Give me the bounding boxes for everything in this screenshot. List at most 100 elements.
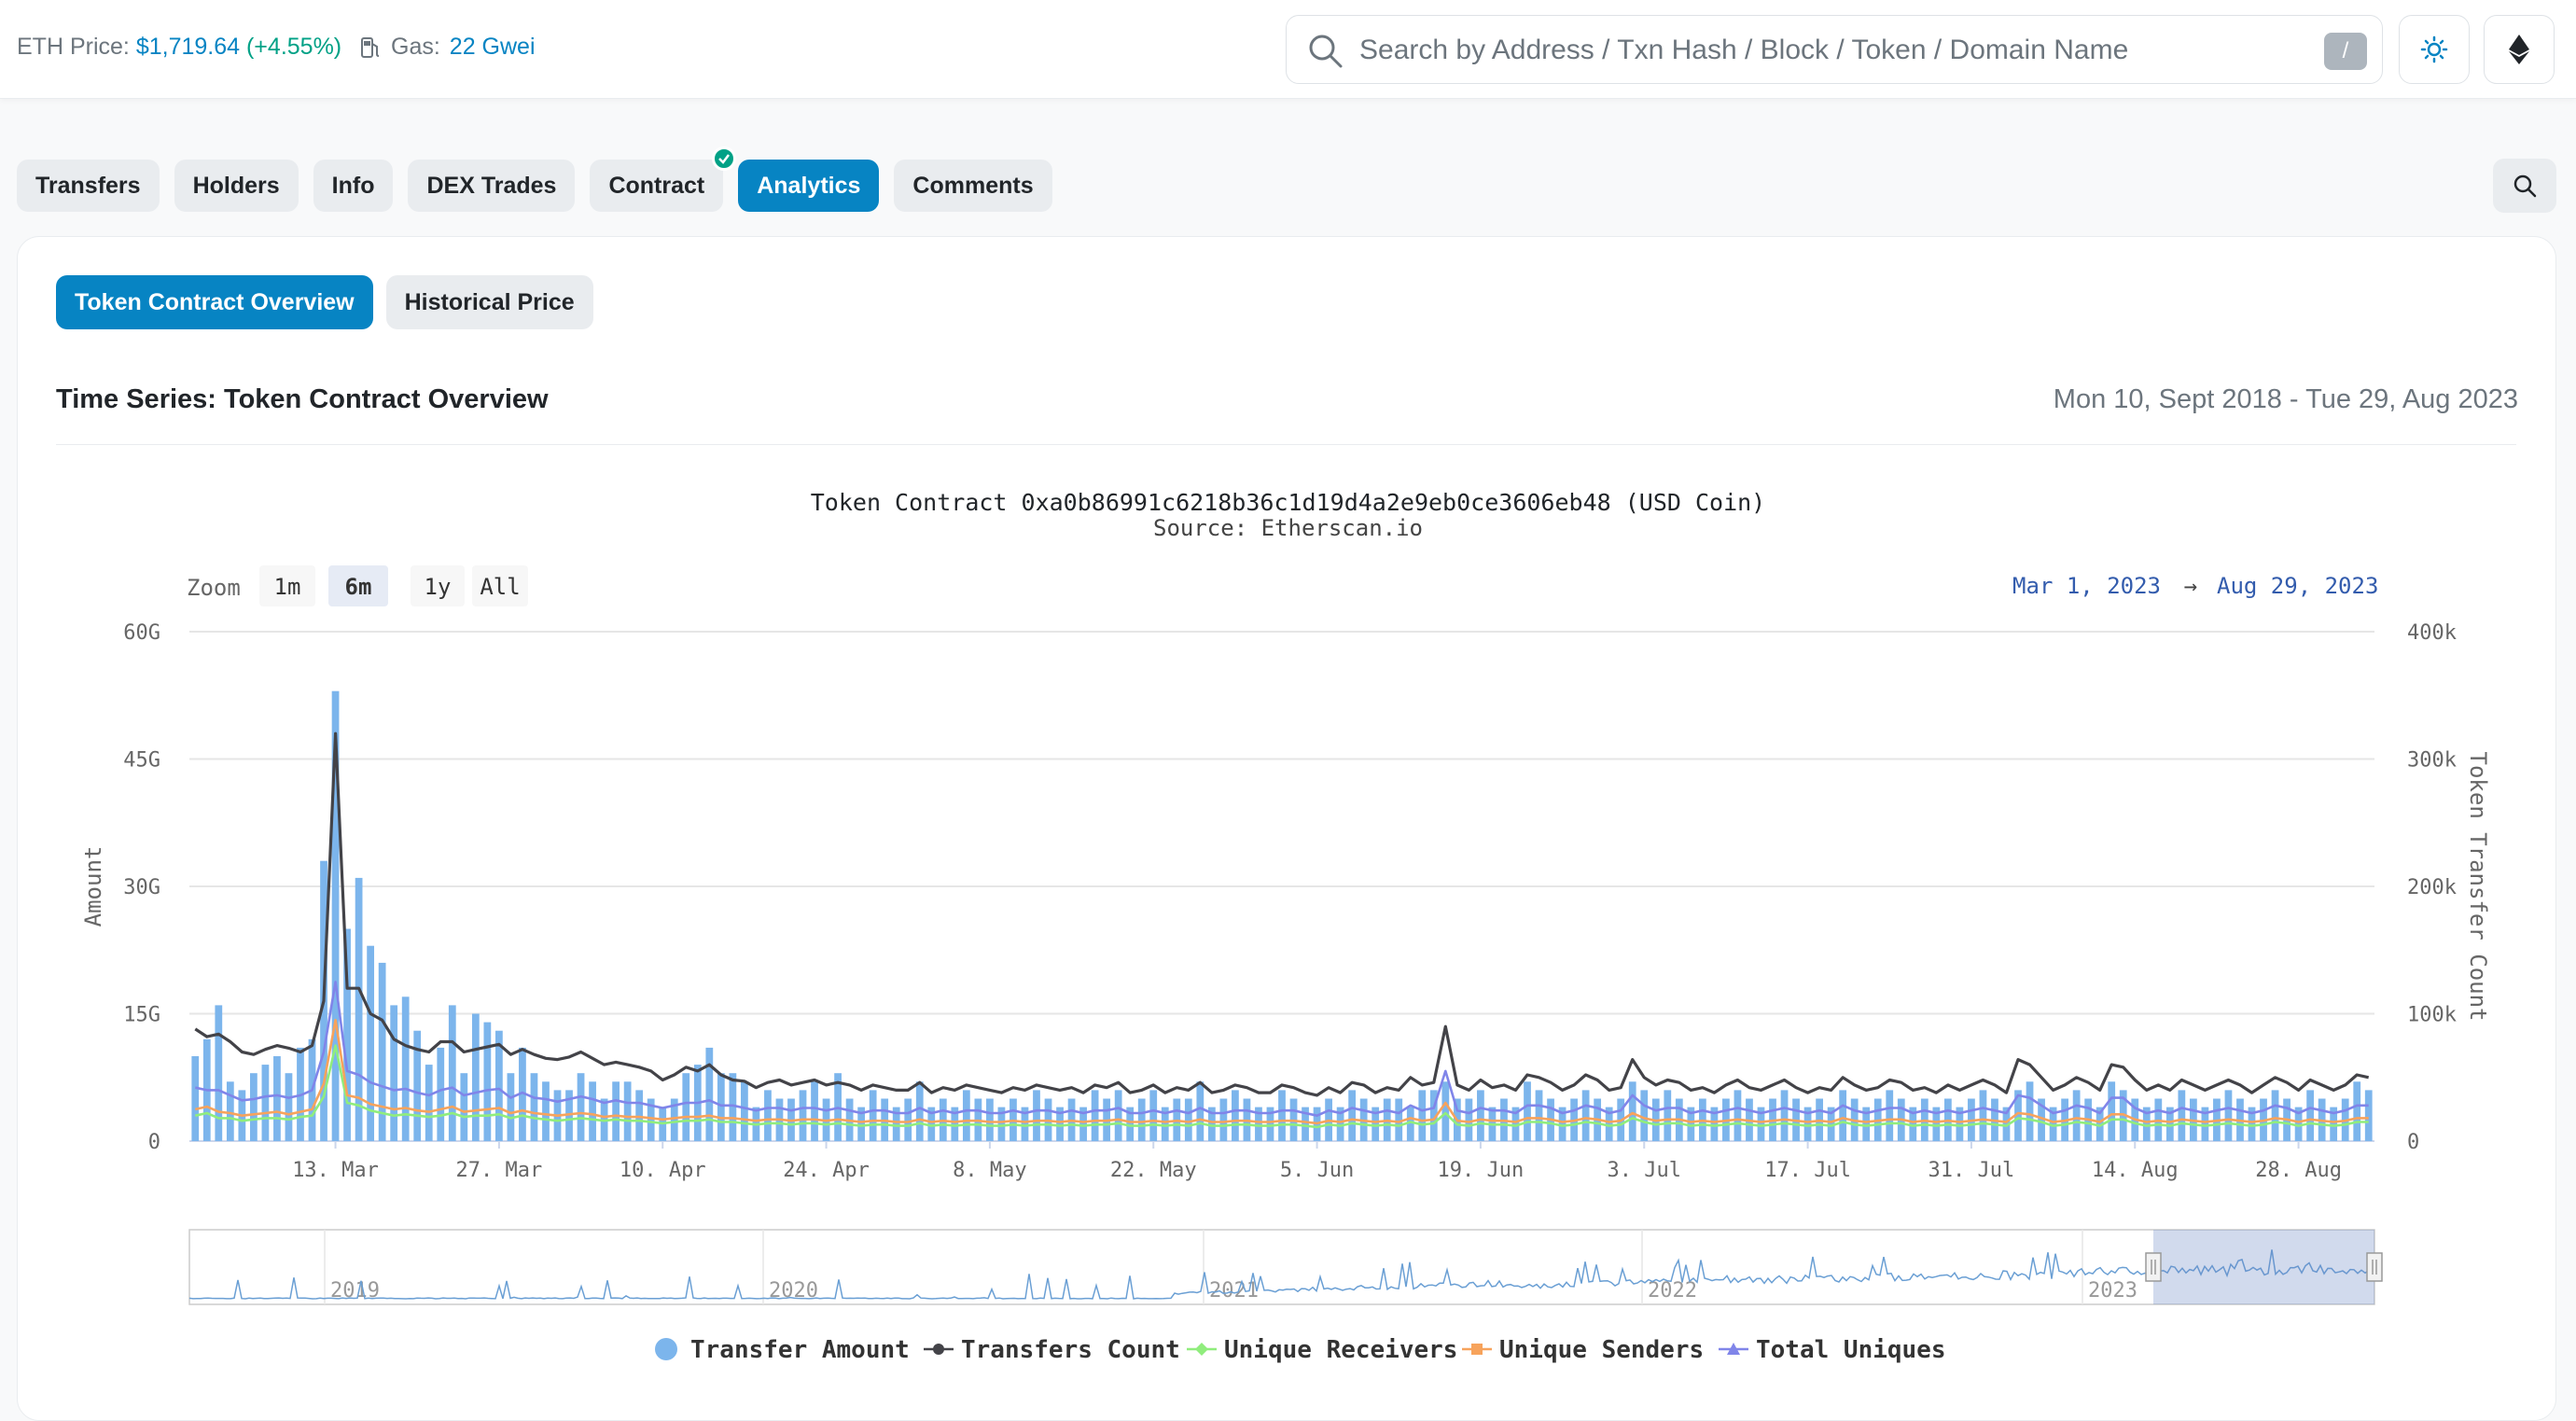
x-tick-label: 5. Jun	[1280, 1159, 1354, 1182]
navigator-selection[interactable]	[2153, 1230, 2374, 1304]
range-to-input[interactable]: Aug 29, 2023	[2217, 573, 2378, 599]
transfer-amount-bar	[2049, 1107, 2057, 1141]
tab-contract[interactable]: Contract	[590, 146, 737, 212]
transfer-amount-bar	[1033, 1090, 1040, 1141]
transfer-amount-bar	[495, 1030, 503, 1141]
transfer-amount-bar	[1406, 1107, 1414, 1141]
y-right-tick-label: 400k	[2407, 621, 2457, 645]
gas-value[interactable]: 22 Gwei	[449, 34, 536, 60]
eth-price: ETH Price: $1,719.64 (+4.55%)	[17, 34, 341, 61]
transfer-amount-bar	[2224, 1090, 2233, 1141]
transfer-amount-bar	[1465, 1098, 1473, 1141]
series-line-total-uniques	[195, 981, 2369, 1117]
verified-check-icon	[712, 146, 737, 171]
x-tick-label: 24. Apr	[783, 1159, 870, 1182]
transfer-amount-bar	[612, 1081, 620, 1141]
transfer-amount-bar	[1348, 1090, 1357, 1141]
legend-item-unique-receivers[interactable]: Unique Receivers	[1224, 1336, 1457, 1364]
tab-search-button[interactable]	[2493, 159, 2556, 213]
transfer-amount-bar	[1219, 1098, 1228, 1141]
transfer-amount-bar	[915, 1081, 924, 1141]
network-button[interactable]	[2484, 15, 2555, 84]
tab-comments[interactable]: Comments	[894, 160, 1052, 212]
transfer-amount-bar	[799, 1090, 807, 1141]
transfer-amount-bar	[2002, 1107, 2011, 1141]
tab-holders[interactable]: Holders	[174, 160, 299, 212]
transfer-amount-bar	[635, 1090, 644, 1141]
transfer-amount-bar	[367, 945, 375, 1141]
transfer-amount-bar	[542, 1081, 550, 1141]
token-tabs: Transfers Holders Info DEX Trades Contra…	[17, 146, 1052, 212]
x-tick-label: 10. Apr	[620, 1159, 706, 1182]
navigator-right-handle[interactable]	[2366, 1252, 2383, 1282]
transfer-amount-bar	[927, 1107, 936, 1141]
transfer-amount-bar	[390, 1005, 398, 1141]
transfer-amount-bar	[1780, 1090, 1789, 1141]
transfer-amount-bar	[1827, 1107, 1835, 1141]
transfer-amount-bar	[962, 1090, 970, 1141]
search-box[interactable]: Search by Address / Txn Hash / Block / T…	[1286, 15, 2383, 84]
x-tick-label: 14. Aug	[2092, 1159, 2179, 1182]
y-right-axis-label: Token Transfer Count	[2465, 752, 2491, 1022]
x-tick-label: 22. May	[1110, 1159, 1197, 1182]
transfer-amount-bar	[1429, 1090, 1438, 1141]
transfer-amount-bar	[1687, 1107, 1695, 1141]
range-from-input[interactable]: Mar 1, 2023	[2012, 573, 2161, 599]
transfer-amount-bar	[471, 1013, 480, 1141]
transfer-amount-bar	[1862, 1107, 1871, 1141]
transfer-amount-bar	[741, 1081, 748, 1141]
subtab-historical-price[interactable]: Historical Price	[385, 275, 593, 329]
legend-item-unique-senders[interactable]: Unique Senders	[1499, 1336, 1704, 1364]
x-tick-label: 13. Mar	[292, 1159, 379, 1182]
transfer-amount-bar	[1535, 1090, 1543, 1141]
theme-toggle-button[interactable]	[2399, 15, 2470, 84]
navigator-series-line	[188, 1249, 2374, 1300]
navigator-left-handle[interactable]	[2145, 1252, 2162, 1282]
transfer-amount-bar	[904, 1098, 912, 1141]
search-input[interactable]: Search by Address / Txn Hash / Block / T…	[1359, 35, 2129, 65]
transfer-amount-bar	[1056, 1107, 1064, 1141]
tab-info[interactable]: Info	[313, 160, 394, 212]
transfer-amount-bar	[1079, 1107, 1087, 1141]
transfer-amount-bar	[1196, 1081, 1204, 1141]
tab-dex-trades[interactable]: DEX Trades	[408, 160, 576, 212]
legend-item-transfers-count[interactable]: Transfers Count	[961, 1336, 1180, 1364]
transfer-amount-bar	[1207, 1107, 1216, 1141]
top-bar: ETH Price: $1,719.64 (+4.55%) Gas: 22 Gw…	[0, 0, 2576, 99]
transfer-amount-bar	[1710, 1107, 1719, 1141]
tab-contract-label: Contract	[608, 172, 705, 199]
transfer-amount-bar	[1605, 1107, 1613, 1141]
transfer-amount-bar	[1418, 1090, 1427, 1141]
transfer-amount-bar	[191, 1056, 200, 1141]
legend-item-total-uniques[interactable]: Total Uniques	[1756, 1336, 1946, 1364]
zoom-1m-button[interactable]	[259, 565, 315, 606]
transfer-amount-bar	[2026, 1081, 2034, 1141]
eth-price-value[interactable]: $1,719.64	[135, 34, 241, 60]
series-line-transfers-count	[194, 731, 2370, 1097]
zoom-All-button[interactable]	[472, 565, 528, 606]
tab-analytics[interactable]: Analytics	[738, 160, 880, 212]
transfer-amount-bar	[1932, 1107, 1941, 1141]
section-date-range: Mon 10, Sept 2018 - Tue 29, Aug 2023	[2053, 384, 2518, 414]
transfer-amount-bar	[1091, 1090, 1099, 1141]
transfer-amount-bar	[1477, 1090, 1484, 1141]
chart-title: Token Contract 0xa0b86991c6218b36c1d19d4…	[810, 489, 1766, 516]
transfer-amount-bar	[331, 690, 340, 1141]
navigator-year-label: 2022	[1648, 1279, 1697, 1303]
sun-icon	[2420, 35, 2448, 63]
transfer-amount-bar	[1511, 1107, 1520, 1141]
transfer-amount-bar	[448, 1005, 456, 1141]
tab-transfers[interactable]: Transfers	[17, 160, 160, 212]
transfer-amount-bar	[1886, 1090, 1894, 1141]
zoom-6m-button[interactable]	[328, 565, 388, 606]
legend-item-transfer-amount[interactable]: Transfer Amount	[690, 1336, 910, 1364]
x-tick-label: 27. Mar	[456, 1159, 543, 1182]
zoom-6m-label: 6m	[345, 574, 372, 600]
zoom-1y-button[interactable]	[411, 565, 465, 606]
transfer-amount-bar	[705, 1047, 714, 1141]
subtab-token-contract-overview[interactable]: Token Contract Overview	[56, 275, 373, 329]
transfer-amount-bar	[2072, 1090, 2081, 1141]
transfer-amount-bar	[1581, 1090, 1590, 1141]
legend-marker-transfer-amount	[655, 1338, 677, 1360]
